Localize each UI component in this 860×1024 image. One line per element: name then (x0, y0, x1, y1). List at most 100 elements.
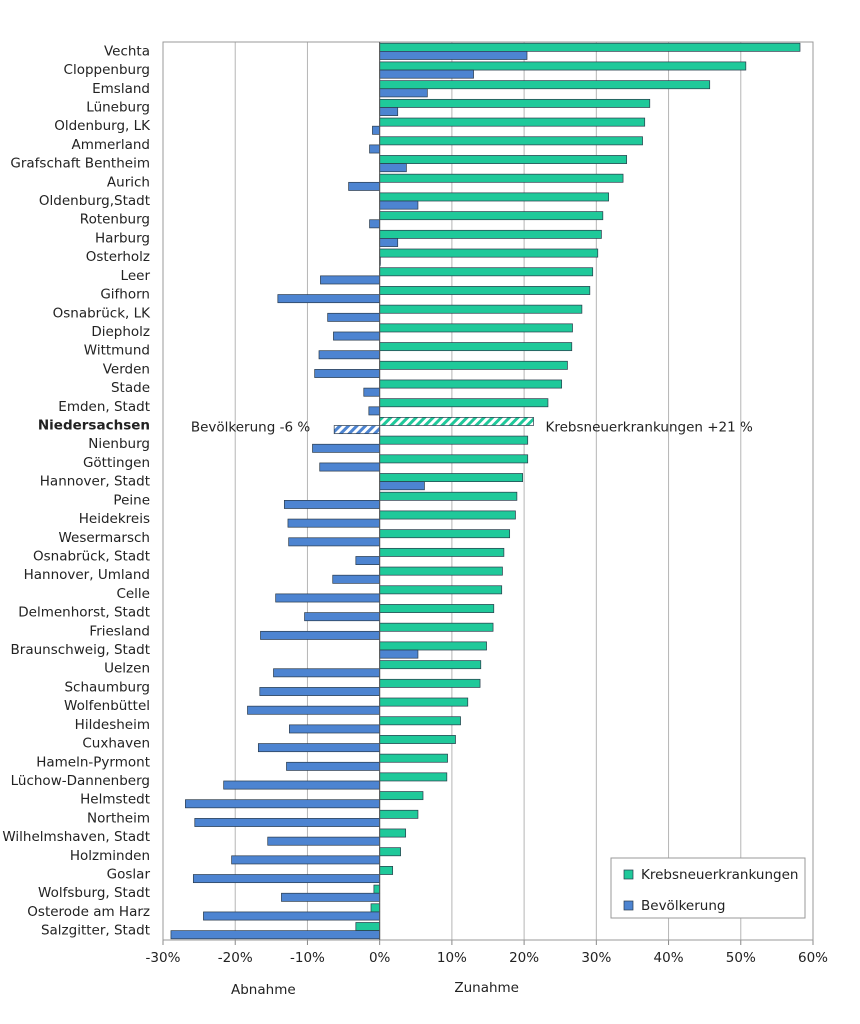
category-label: Wolfsburg, Stadt (38, 885, 150, 901)
category-label: Holzminden (70, 848, 150, 864)
bar (288, 537, 381, 547)
x-tick-label: -10% (290, 950, 325, 966)
bar (231, 855, 381, 865)
bar (327, 312, 381, 322)
bar (333, 425, 381, 435)
category-label: Cuxhaven (82, 736, 150, 752)
bar (379, 660, 482, 670)
bar (379, 173, 624, 183)
category-label: Osterode am Harz (27, 904, 150, 920)
category-label: Hildesheim (75, 717, 150, 733)
bar (379, 88, 428, 98)
bar (379, 98, 651, 108)
category-label: Northeim (87, 810, 150, 826)
bar (379, 622, 494, 632)
bar (318, 350, 381, 360)
bar (379, 510, 516, 520)
category-label: Leer (121, 268, 151, 284)
category-label: Heidekreis (79, 511, 150, 527)
x-tick-label: 20% (509, 950, 539, 966)
bar (379, 304, 583, 314)
bar (273, 668, 381, 678)
x-tick-label: 40% (654, 950, 684, 966)
bar (286, 761, 381, 771)
category-label: Ammerland (71, 137, 150, 153)
bar (379, 847, 401, 857)
category-label: Schaumburg (64, 679, 150, 695)
category-label: Osnabrück, LK (53, 305, 152, 321)
category-label: Vechta (104, 43, 150, 59)
bar (372, 125, 381, 135)
category-label: Wolfenbüttel (64, 698, 150, 714)
bar (379, 342, 573, 352)
bar (267, 836, 381, 846)
bar (257, 743, 381, 753)
bar (379, 772, 448, 782)
bar (379, 61, 747, 71)
bar (379, 417, 534, 426)
annotation: Bevölkerung -6 % (191, 420, 310, 436)
bar (379, 117, 646, 127)
category-label: Hameln-Pyrmont (36, 754, 150, 770)
bar (379, 529, 511, 539)
bar (277, 294, 381, 304)
category-label: Lüneburg (86, 99, 150, 115)
category-label: Harburg (95, 230, 150, 246)
bar (260, 630, 381, 640)
x-axis-caption: Zunahme (454, 980, 519, 996)
bar (379, 481, 425, 491)
x-tick-label: -20% (218, 950, 253, 966)
bar (379, 716, 461, 726)
bar (379, 398, 549, 408)
legend-box (610, 857, 806, 919)
bar (333, 331, 381, 341)
category-label: Salzgitter, Stadt (41, 923, 150, 939)
x-tick-label: 10% (437, 950, 467, 966)
x-tick-label: 60% (798, 950, 828, 966)
category-label: Lüchow-Dannenberg (11, 773, 150, 789)
x-tick-label: 30% (581, 950, 611, 966)
bar (304, 612, 381, 622)
category-label: Oldenburg,Stadt (39, 193, 150, 209)
category-label: Emden, Stadt (58, 399, 150, 415)
bar (379, 435, 529, 445)
legend-label: Bevölkerung (641, 898, 725, 914)
category-label: Peine (113, 492, 150, 508)
bar (379, 238, 399, 247)
bar (379, 866, 394, 875)
category-label: Osterholz (86, 249, 150, 265)
category-label: Braunschweig, Stadt (11, 642, 150, 658)
bar (379, 248, 599, 258)
bar (379, 379, 563, 389)
bar (379, 678, 481, 688)
category-label: Aurich (107, 174, 150, 190)
category-label: Osnabrück, Stadt (33, 548, 150, 564)
bar (379, 163, 407, 173)
bar (379, 51, 528, 60)
plot-frame (162, 41, 814, 941)
bar (379, 491, 518, 501)
bar (355, 922, 381, 931)
category-label: Goslar (107, 867, 151, 883)
bar (379, 229, 602, 239)
bar (192, 874, 381, 884)
category-label: Uelzen (104, 661, 150, 677)
bar (379, 604, 495, 613)
category-label: Gifhorn (100, 287, 150, 303)
bar (379, 200, 419, 210)
annotation: Krebsneuerkrankungen +21 % (546, 420, 754, 436)
bar (194, 818, 381, 827)
bar (314, 369, 381, 378)
category-label: Emsland (92, 81, 150, 97)
bar (379, 697, 469, 707)
category-label: Celle (116, 586, 150, 602)
legend-swatch (623, 869, 634, 880)
legend-label: Krebsneuerkrankungen (641, 867, 798, 883)
category-label: Wilhelmshaven, Stadt (2, 829, 150, 845)
category-label: Hannover, Stadt (40, 474, 150, 490)
bar (203, 911, 381, 921)
bar (379, 828, 407, 838)
legend-swatch (623, 900, 634, 911)
bar (379, 211, 604, 221)
